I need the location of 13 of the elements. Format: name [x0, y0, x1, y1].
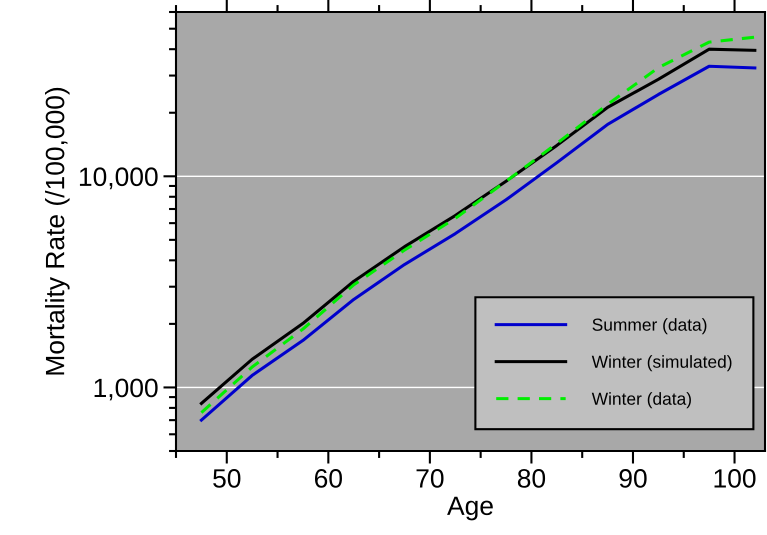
y-axis-title: Mortality Rate (/100,000) [45, 88, 70, 375]
x-tick-label: 70 [416, 469, 444, 488]
legend-label: Winter (simulated) [592, 355, 732, 372]
x-tick-label: 50 [213, 469, 240, 488]
y-tick-label: 10,000 [80, 167, 158, 190]
legend-label: Winter (data) [592, 392, 691, 408]
y-tick-label: 1,000 [94, 378, 158, 400]
x-tick-label: 80 [518, 469, 546, 488]
x-tick-label: 90 [620, 469, 647, 488]
x-tick-label: 100 [714, 469, 756, 488]
x-axis-title: Age [447, 496, 493, 520]
x-tick-label: 60 [314, 469, 342, 488]
legend-label: Summer (data) [592, 318, 706, 334]
